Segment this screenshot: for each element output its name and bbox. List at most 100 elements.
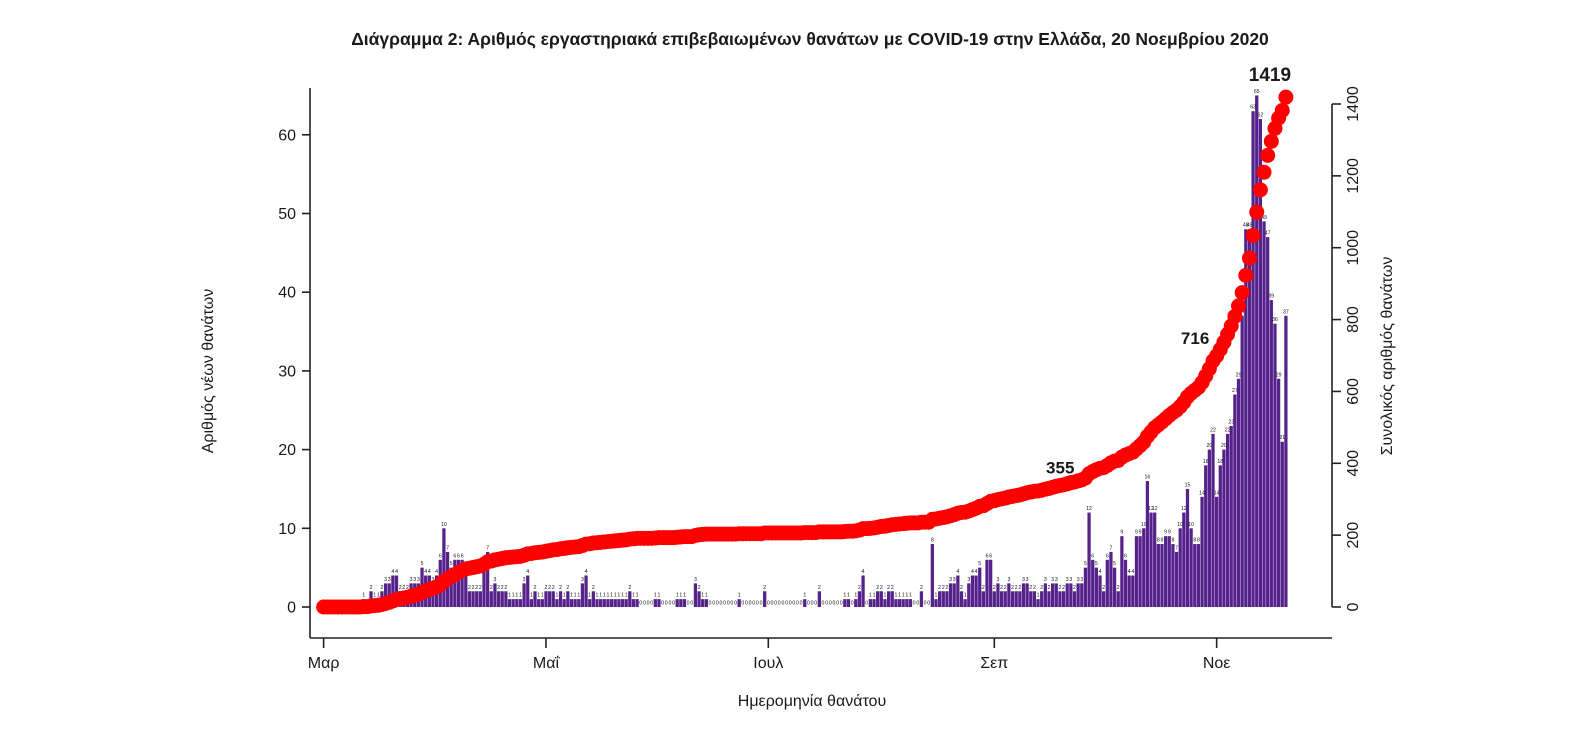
bar bbox=[1047, 591, 1051, 607]
bar-value-label: 0 bbox=[690, 601, 693, 607]
bar bbox=[1244, 229, 1248, 608]
bar-value-label: 0 bbox=[687, 601, 690, 607]
bar bbox=[868, 599, 872, 607]
cumulative-line bbox=[316, 89, 1294, 615]
bar-value-label: 22 bbox=[1210, 427, 1216, 433]
bar bbox=[1087, 512, 1091, 607]
bar bbox=[1258, 119, 1263, 607]
cumulative-point bbox=[1252, 182, 1268, 198]
bar bbox=[1094, 567, 1098, 607]
bar-value-label: 7 bbox=[486, 545, 489, 551]
bar bbox=[653, 599, 657, 607]
bar-value-label: 0 bbox=[792, 601, 795, 607]
bar bbox=[1182, 512, 1186, 607]
bar-value-label: 1 bbox=[563, 593, 566, 599]
bar bbox=[1222, 449, 1226, 607]
bar bbox=[1040, 591, 1044, 607]
bar-value-label: 0 bbox=[741, 601, 744, 607]
bar-value-label: 0 bbox=[756, 601, 759, 607]
bar bbox=[1171, 544, 1175, 607]
bar-value-label: 3 bbox=[384, 577, 387, 583]
bar-value-label: 2 bbox=[592, 585, 595, 591]
bar bbox=[606, 599, 610, 607]
bar bbox=[985, 559, 989, 607]
bar-value-label: 8 bbox=[1197, 538, 1200, 544]
bar-value-label: 62 bbox=[1257, 113, 1263, 119]
bar-value-label: 29 bbox=[1276, 372, 1282, 378]
bar-value-label: 2 bbox=[858, 585, 861, 591]
bar bbox=[533, 591, 537, 607]
bar bbox=[580, 583, 585, 607]
bar-value-label: 29 bbox=[1236, 372, 1242, 378]
bar-value-label: 12 bbox=[1086, 506, 1092, 512]
bar-value-label: 14 bbox=[1214, 490, 1220, 496]
bar bbox=[599, 599, 603, 607]
bar bbox=[693, 583, 698, 607]
annotations: 355 716 1419 bbox=[1046, 65, 1291, 477]
bar bbox=[566, 591, 570, 607]
bar-value-label: 2 bbox=[920, 585, 923, 591]
bar-value-label: 0 bbox=[774, 601, 777, 607]
bar-value-label: 9 bbox=[1135, 530, 1138, 536]
bar-value-label: 2 bbox=[1058, 585, 1061, 591]
bar-value-label: 3 bbox=[1055, 577, 1058, 583]
bar-value-label: 2 bbox=[566, 585, 569, 591]
x-tick-label: Νοε bbox=[1203, 655, 1231, 672]
y-right-tick-label: 0 bbox=[1345, 602, 1362, 611]
cumulative-point bbox=[1238, 267, 1254, 283]
bar-value-label: 1 bbox=[884, 593, 887, 599]
bar bbox=[504, 591, 508, 607]
bar bbox=[1065, 583, 1069, 607]
bar-value-label: 2 bbox=[1015, 585, 1018, 591]
bar bbox=[843, 599, 847, 607]
bar-value-label: 0 bbox=[832, 601, 835, 607]
bar-value-label: 0 bbox=[712, 601, 715, 607]
bar-value-label: 2 bbox=[698, 585, 701, 591]
bar-value-label: 3 bbox=[953, 577, 956, 583]
bar-value-label: 2 bbox=[1011, 585, 1014, 591]
bar-value-label: 2 bbox=[982, 585, 985, 591]
bar bbox=[1051, 583, 1055, 607]
bar-value-label: 1 bbox=[599, 593, 602, 599]
bar bbox=[1149, 512, 1153, 607]
bar bbox=[981, 591, 985, 607]
bar-value-label: 1 bbox=[530, 593, 533, 599]
bar-value-label: 6 bbox=[989, 553, 992, 559]
bar bbox=[1138, 536, 1142, 607]
bar-value-label: 2 bbox=[552, 585, 555, 591]
bar-value-label: 1 bbox=[854, 593, 857, 599]
bar-value-label: 2 bbox=[880, 585, 883, 591]
bar-value-label: 1 bbox=[935, 593, 938, 599]
bar-value-label: 0 bbox=[781, 601, 784, 607]
bar-value-label: 12 bbox=[1148, 506, 1154, 512]
bar-value-label: 48 bbox=[1243, 223, 1249, 229]
bar bbox=[1193, 544, 1197, 607]
x-tick-label: Μαρ bbox=[308, 655, 340, 672]
bar-value-label: 4 bbox=[395, 569, 398, 575]
bar-value-label: 1 bbox=[905, 593, 908, 599]
bar-value-label: 1 bbox=[679, 593, 682, 599]
bar bbox=[467, 591, 472, 607]
bar-value-label: 4 bbox=[1099, 569, 1102, 575]
bar bbox=[883, 599, 887, 607]
bar bbox=[1273, 323, 1277, 607]
bar-value-label: 5 bbox=[421, 561, 424, 567]
bar-value-label: 1 bbox=[636, 593, 639, 599]
bar-value-label: 2 bbox=[475, 585, 478, 591]
bar-value-label: 4 bbox=[585, 569, 588, 575]
bar bbox=[1003, 591, 1007, 607]
bar-value-label: 6 bbox=[457, 553, 460, 559]
bar bbox=[1145, 481, 1150, 607]
bar bbox=[1014, 591, 1018, 607]
bar-value-label: 10 bbox=[1177, 522, 1183, 528]
bar bbox=[1211, 433, 1215, 607]
bar-value-label: 2 bbox=[402, 585, 405, 591]
bar bbox=[919, 591, 924, 607]
bar bbox=[1134, 536, 1139, 607]
bar-value-label: 3 bbox=[413, 577, 416, 583]
bar bbox=[515, 599, 519, 607]
bar bbox=[1229, 425, 1233, 607]
bar-value-label: 1 bbox=[377, 593, 380, 599]
bar-value-label: 0 bbox=[807, 601, 810, 607]
